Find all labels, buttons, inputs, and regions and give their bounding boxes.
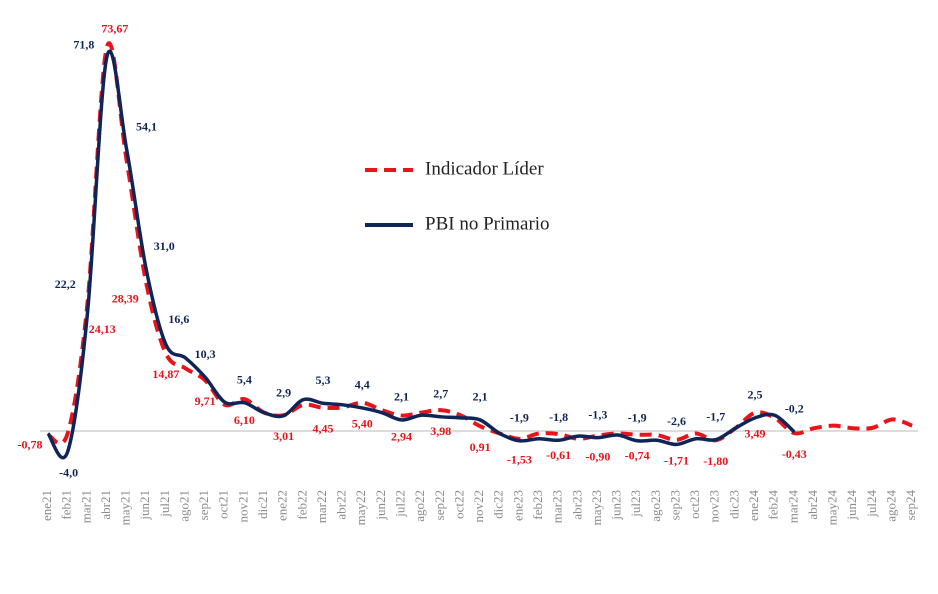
data-label: -0,2 — [785, 402, 804, 416]
data-label: -1,9 — [628, 411, 647, 425]
data-label: -1,80 — [703, 454, 728, 468]
x-tick-label: oct21 — [216, 490, 231, 519]
data-label: 2,7 — [433, 387, 448, 401]
x-tick-label: ene22 — [275, 490, 290, 521]
data-label: 24,13 — [89, 322, 116, 336]
data-label: 71,8 — [73, 37, 94, 51]
data-label: -0,61 — [546, 448, 571, 462]
data-label: 2,94 — [391, 429, 412, 443]
data-label: 3,01 — [273, 429, 294, 443]
data-label: 4,45 — [312, 421, 333, 435]
data-label: 54,1 — [136, 120, 157, 134]
x-tick-label: may24 — [825, 490, 840, 526]
x-tick-label: oct22 — [451, 490, 466, 519]
x-tick-label: sep24 — [903, 490, 918, 521]
x-tick-label: may21 — [118, 490, 133, 525]
x-tick-label: jun22 — [373, 490, 388, 521]
x-tick-label: ago23 — [648, 490, 663, 522]
data-label: 0,91 — [470, 440, 491, 454]
x-tick-label: ene21 — [39, 490, 54, 521]
x-tick-label: sep21 — [196, 490, 211, 520]
x-tick-label: nov23 — [707, 490, 722, 523]
x-tick-label: ago22 — [412, 490, 427, 522]
x-tick-label: jul23 — [628, 490, 643, 518]
x-tick-label: ene23 — [510, 490, 525, 521]
x-tick-label: ago21 — [176, 490, 191, 522]
x-tick-label: nov21 — [235, 490, 250, 523]
x-tick-label: jul22 — [393, 490, 408, 518]
data-label: 10,3 — [195, 347, 216, 361]
data-label: -1,71 — [664, 454, 689, 468]
data-label: -1,8 — [549, 410, 568, 424]
x-tick-label: abr22 — [334, 490, 349, 520]
data-label: 3,49 — [745, 426, 766, 440]
data-label: -0,74 — [625, 448, 650, 462]
x-tick-label: mar22 — [314, 490, 329, 523]
x-tick-label: may23 — [589, 490, 604, 525]
x-tick-label: mar23 — [550, 490, 565, 523]
data-label: -0,78 — [18, 438, 43, 452]
data-label: 5,4 — [237, 372, 252, 386]
x-tick-label: mar21 — [78, 490, 93, 523]
data-label: -2,6 — [667, 414, 686, 428]
data-label: 5,3 — [315, 373, 330, 387]
data-label: 2,9 — [276, 386, 291, 400]
x-tick-label: feb21 — [59, 490, 74, 520]
x-tick-label: sep23 — [667, 490, 682, 520]
x-tick-label: jun21 — [137, 490, 152, 521]
data-label: 22,2 — [55, 277, 76, 291]
x-tick-label: sep22 — [432, 490, 447, 520]
x-tick-label: dic23 — [726, 490, 741, 519]
x-tick-label: ago24 — [884, 490, 899, 522]
legend-label: PBI no Primario — [425, 213, 550, 234]
data-label: 9,71 — [195, 394, 216, 408]
series-line — [46, 49, 796, 460]
x-tick-label: jun24 — [844, 490, 859, 521]
legend-label: Indicador Líder — [425, 158, 544, 179]
x-tick-label: feb22 — [294, 490, 309, 520]
data-label: 16,6 — [168, 312, 189, 326]
x-tick-label: feb24 — [766, 490, 781, 520]
data-label: 6,10 — [234, 413, 255, 427]
x-tick-label: abr23 — [569, 490, 584, 520]
series-line — [47, 41, 913, 446]
data-label: 2,1 — [473, 390, 488, 404]
data-label: 2,5 — [748, 388, 763, 402]
data-label: -1,9 — [510, 411, 529, 425]
data-label: 14,87 — [152, 367, 179, 381]
data-label: 28,39 — [112, 292, 139, 306]
data-label: -1,7 — [706, 409, 725, 423]
x-tick-label: nov22 — [471, 490, 486, 523]
data-label: -1,3 — [588, 407, 607, 421]
x-tick-label: jul21 — [157, 490, 172, 518]
data-label: -4,0 — [59, 465, 78, 479]
x-tick-label: oct23 — [687, 490, 702, 519]
data-label: 31,0 — [154, 239, 175, 253]
x-tick-label: mar24 — [785, 490, 800, 524]
x-tick-label: abr24 — [805, 490, 820, 520]
data-label: 5,40 — [352, 416, 373, 430]
x-tick-label: feb23 — [530, 490, 545, 520]
x-tick-label: may22 — [353, 490, 368, 525]
x-tick-label: dic22 — [491, 490, 506, 519]
x-tick-label: dic21 — [255, 490, 270, 519]
x-tick-label: abr21 — [98, 490, 113, 520]
data-label: -1,53 — [507, 453, 532, 467]
x-tick-label: ene24 — [746, 490, 761, 522]
data-label: -0,43 — [782, 447, 807, 461]
data-label: -0,90 — [585, 449, 610, 463]
x-tick-label: jun23 — [609, 490, 624, 521]
data-label: 2,1 — [394, 390, 409, 404]
data-label: 4,4 — [355, 378, 370, 392]
data-label: 73,67 — [101, 22, 128, 36]
x-tick-label: jul24 — [864, 490, 879, 518]
data-label: 3,98 — [430, 424, 451, 438]
